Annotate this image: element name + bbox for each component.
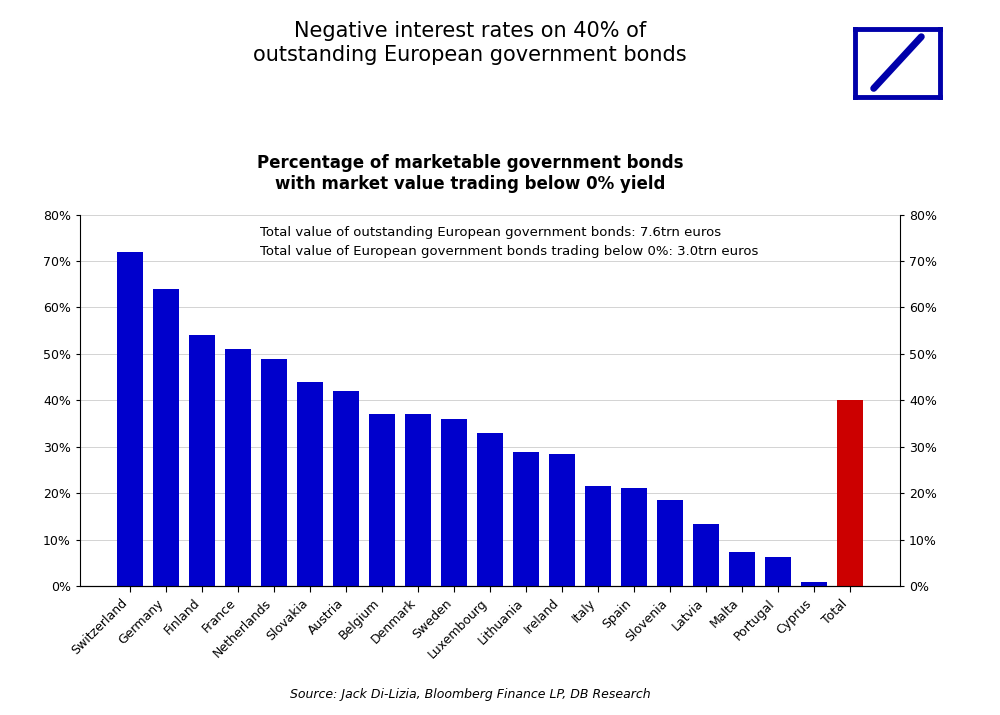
- Text: Total value of outstanding European government bonds: 7.6trn euros
Total value o: Total value of outstanding European gove…: [260, 226, 759, 257]
- Text: Percentage of marketable government bonds
with market value trading below 0% yie: Percentage of marketable government bond…: [257, 154, 683, 193]
- Bar: [657, 500, 683, 586]
- Bar: [513, 452, 539, 586]
- Bar: [729, 553, 755, 586]
- Bar: [477, 433, 503, 586]
- Bar: [585, 486, 611, 586]
- Text: Negative interest rates on 40% of
outstanding European government bonds: Negative interest rates on 40% of outsta…: [253, 21, 687, 64]
- Bar: [225, 350, 251, 586]
- Bar: [765, 557, 791, 586]
- Bar: [693, 523, 719, 586]
- Bar: [261, 359, 287, 586]
- Text: Source: Jack Di-Lizia, Bloomberg Finance LP, DB Research: Source: Jack Di-Lizia, Bloomberg Finance…: [290, 688, 650, 701]
- Bar: [333, 391, 359, 586]
- Bar: [441, 419, 467, 586]
- Bar: [837, 400, 863, 586]
- Bar: [405, 415, 431, 586]
- Bar: [621, 488, 647, 586]
- Bar: [117, 252, 143, 586]
- Bar: [369, 415, 395, 586]
- Bar: [189, 335, 215, 586]
- Bar: [801, 582, 827, 586]
- Bar: [297, 382, 323, 586]
- Bar: [549, 454, 575, 586]
- Bar: [153, 289, 179, 586]
